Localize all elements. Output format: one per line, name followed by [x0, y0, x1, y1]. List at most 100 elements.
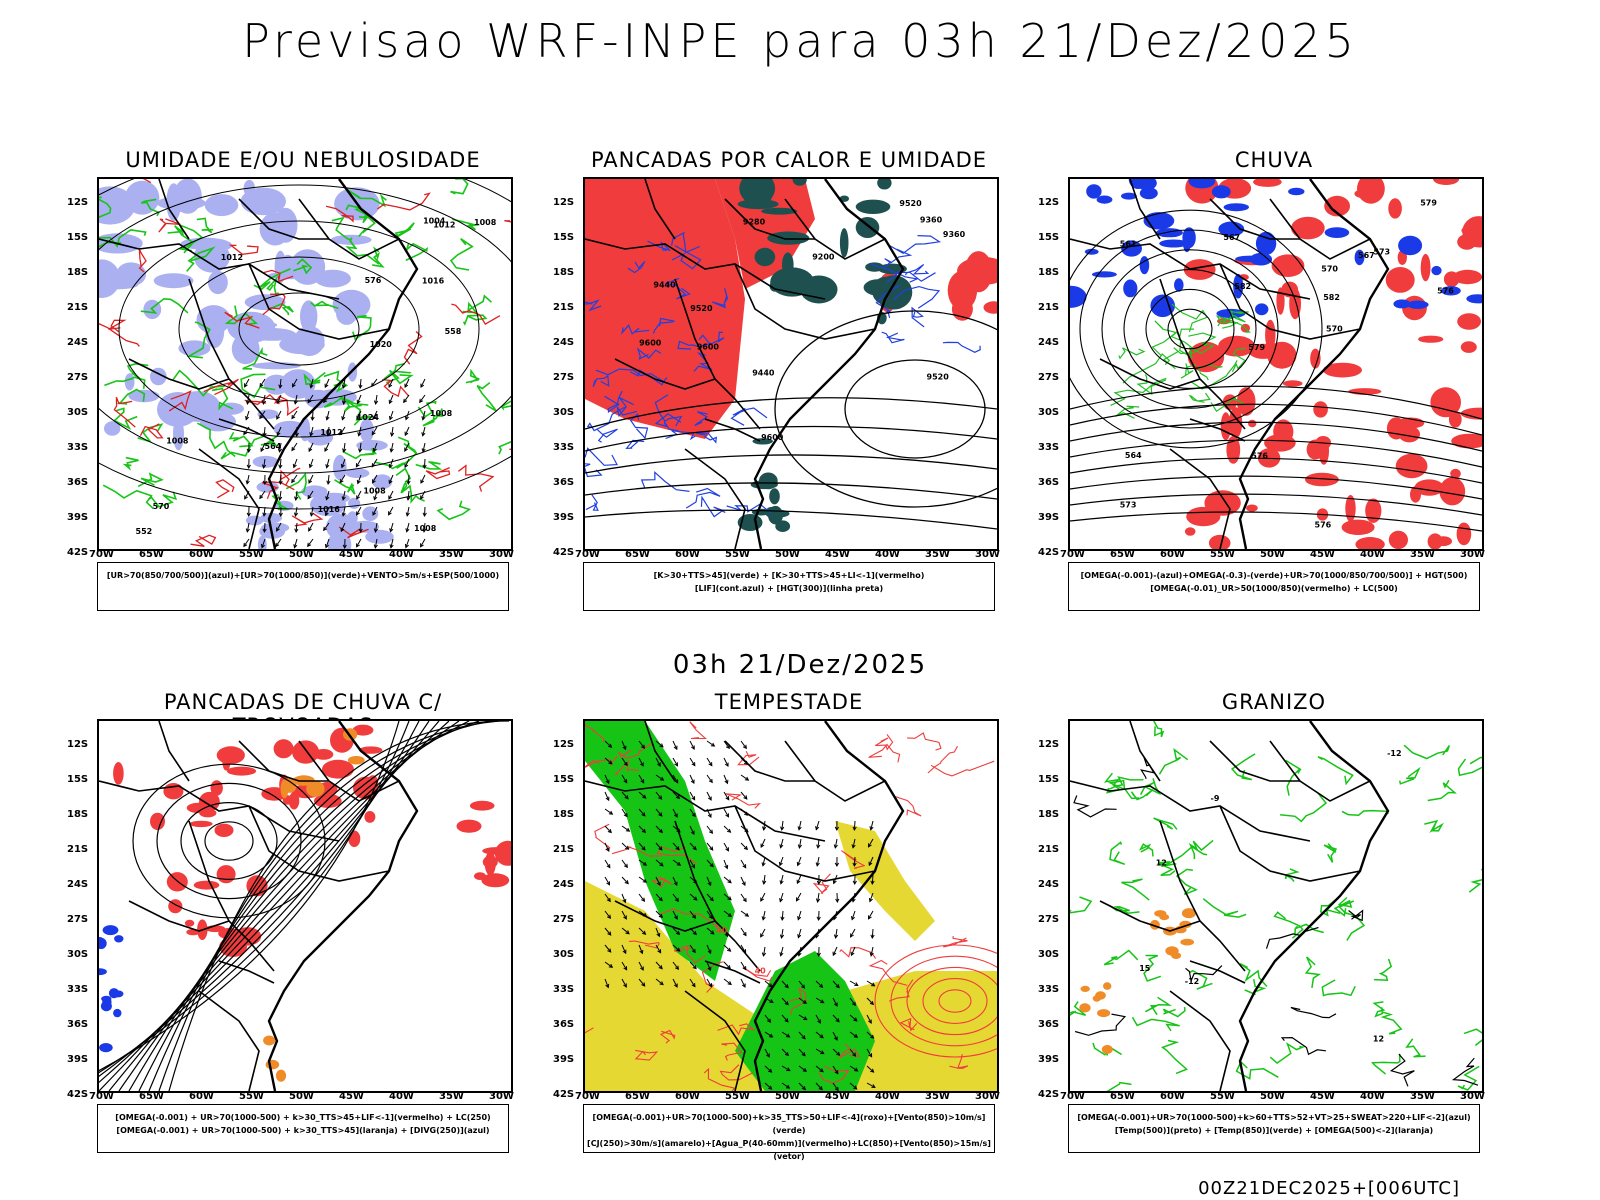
wind-vector-head [275, 542, 280, 548]
wind-vector-head [658, 897, 663, 902]
wind-vector-head [741, 881, 746, 887]
wind-vector-head [852, 862, 857, 868]
wind-vector-head [656, 932, 661, 938]
contour-label: 9200 [812, 253, 835, 262]
contour-line [104, 376, 146, 389]
shaded-area [210, 780, 223, 796]
wind-vector-head [761, 862, 766, 867]
wind-vector-head [308, 527, 312, 532]
contour-line [271, 494, 290, 511]
wind-vector [405, 538, 410, 548]
wind-vector [621, 825, 630, 832]
wind-vector [604, 791, 610, 801]
latitude-tick: 21S [67, 302, 89, 313]
wind-vector-head [690, 779, 695, 785]
wind-vector [604, 808, 613, 815]
latitude-tick: 36S [553, 477, 575, 488]
wind-vector [655, 961, 663, 970]
wind-vector-head [802, 999, 808, 1005]
wind-vector-head [779, 880, 784, 885]
latitude-tick: 15S [553, 232, 575, 243]
latitude-tick: 24S [67, 337, 89, 348]
wind-vector-head [246, 448, 251, 454]
contour-line [585, 299, 602, 312]
wind-vector-head [642, 861, 648, 866]
wind-vector [866, 980, 875, 987]
wind-vector-head [780, 916, 785, 922]
wind-vector-head [276, 431, 281, 437]
wind-vector [359, 378, 362, 389]
shaded-area [347, 755, 365, 765]
wind-vector-head [606, 881, 611, 886]
wind-vector-head [820, 1050, 825, 1055]
wind-vector [672, 876, 678, 886]
wind-vector-head [291, 446, 296, 452]
contour-line [621, 324, 650, 335]
wind-vector-head [779, 952, 784, 957]
wind-vector-head [622, 745, 627, 751]
wind-vector [850, 946, 856, 956]
state-border [1129, 721, 1161, 782]
wind-vector [868, 910, 874, 920]
wind-vector [339, 474, 346, 483]
wind-vector-head [308, 463, 313, 469]
contour-line [725, 793, 762, 809]
wind-vector-head [815, 898, 821, 903]
wind-vector-head [373, 400, 379, 405]
shaded-area [1220, 412, 1231, 441]
wind-vector [740, 978, 746, 988]
wind-vector [798, 1014, 807, 1021]
wind-vector-head [388, 463, 393, 469]
wind-vector [866, 1065, 874, 1073]
wind-vector [655, 978, 664, 985]
wind-vector [604, 757, 613, 765]
wind-vector [798, 1048, 806, 1057]
shaded-area [1418, 335, 1444, 343]
wind-vector-head [675, 930, 681, 936]
wind-vector-head [641, 812, 646, 817]
wind-vector [740, 842, 748, 850]
isoline [99, 184, 511, 474]
contour-line [1370, 1053, 1401, 1075]
wind-vector-head [835, 898, 840, 904]
contour-line [122, 456, 139, 471]
contour-line [1103, 772, 1122, 794]
latitude-tick: 36S [1038, 1019, 1060, 1030]
contour-line [875, 734, 894, 751]
wind-vector [866, 1082, 876, 1088]
isoline [585, 509, 997, 530]
contour-line [382, 378, 410, 398]
wind-vector [604, 927, 612, 936]
wind-vector-head [760, 933, 764, 938]
wind-vector-head [797, 826, 802, 831]
contour-line [875, 284, 900, 319]
contour-line [244, 394, 280, 406]
contour-line [140, 297, 189, 314]
latitude-tick: 27S [553, 914, 575, 925]
latitude-tick: 30S [553, 949, 575, 960]
contour-line [1108, 776, 1144, 790]
longitude-tick: 65W [625, 1091, 650, 1102]
contour-line [1151, 320, 1178, 357]
state-border [684, 990, 746, 1091]
longitude-tick: 45W [339, 1091, 364, 1102]
wind-vector [781, 1014, 789, 1023]
contour-line [1131, 1016, 1180, 1032]
shaded-area [348, 830, 361, 848]
wind-vector [815, 997, 824, 1004]
latitude-tick: 18S [67, 809, 89, 820]
wind-vector-head [833, 1036, 838, 1041]
wind-vector [276, 394, 282, 404]
contour-line [263, 269, 294, 283]
wind-vector [406, 506, 410, 516]
wind-vector [621, 859, 628, 868]
wind-vector [706, 825, 713, 834]
wind-vector [740, 876, 746, 886]
shaded-area [1345, 495, 1356, 522]
contour-line [1373, 958, 1393, 981]
shaded-area [1226, 436, 1241, 464]
wind-vector-head [292, 463, 297, 469]
contour-line [634, 1049, 659, 1061]
longitude-tick: 50W [775, 549, 800, 560]
latitude-tick: 12S [67, 197, 89, 208]
